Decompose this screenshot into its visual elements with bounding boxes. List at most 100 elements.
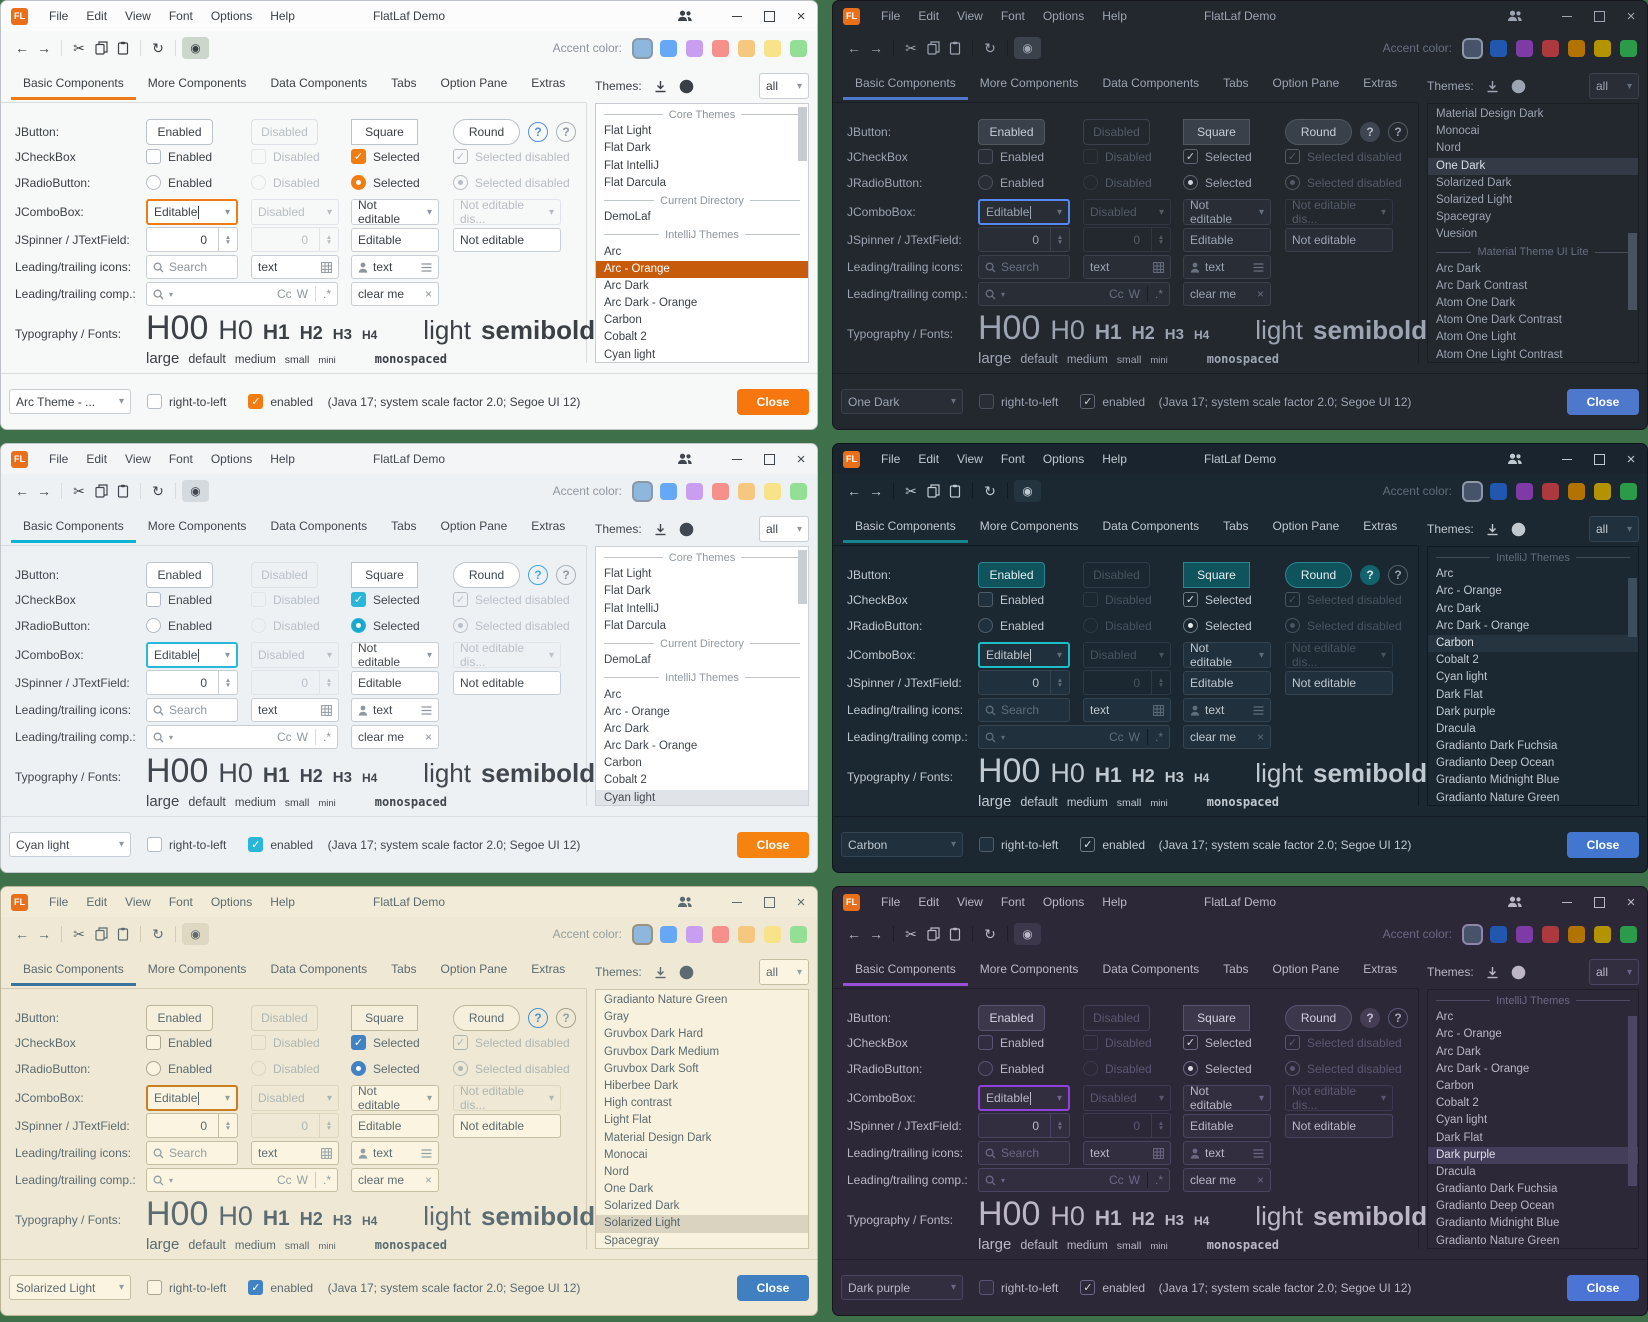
help-button-outline[interactable]: ?	[556, 122, 576, 142]
theme-list-item[interactable]: Arc Dark	[1436, 602, 1481, 615]
tab-tabs[interactable]: Tabs	[1223, 76, 1249, 90]
theme-select[interactable]: One Dark ▾	[841, 389, 963, 414]
textfield-editable[interactable]: Editable	[1183, 227, 1271, 252]
tab-data-components[interactable]: Data Components	[270, 519, 368, 533]
help-button[interactable]: ?	[528, 122, 548, 142]
theme-list-item[interactable]: Flat Dark	[604, 585, 651, 598]
menu-item-help[interactable]: Help	[1102, 895, 1127, 909]
close-button[interactable]: Close	[1567, 1274, 1639, 1301]
github-icon[interactable]	[679, 79, 694, 94]
users-icon[interactable]	[677, 453, 707, 465]
github-icon[interactable]	[679, 965, 694, 980]
tab-more-components[interactable]: More Components	[979, 519, 1079, 533]
accent-swatch[interactable]	[1542, 482, 1559, 500]
combobox-editable[interactable]: Editable ▾	[978, 1085, 1070, 1111]
text-field-table[interactable]: text	[251, 255, 339, 279]
whole-word-icon[interactable]: W	[296, 1173, 308, 1187]
text-field-table[interactable]: text	[251, 1141, 339, 1165]
match-case-icon[interactable]: Cc	[276, 287, 292, 301]
help-button[interactable]: ?	[1360, 1008, 1380, 1028]
close-button[interactable]: Close	[737, 388, 809, 415]
accent-swatch[interactable]	[738, 925, 755, 943]
enabled-button[interactable]: Enabled	[978, 119, 1045, 145]
combobox-not-editable[interactable]: Not editable ▾	[1183, 198, 1271, 226]
spinner-arrows[interactable]: ▲ ▼	[218, 228, 237, 251]
round-button[interactable]: Round	[1285, 562, 1352, 588]
accent-swatch[interactable]	[1490, 39, 1507, 57]
theme-list[interactable]: IntelliJ Themes Arc Arc - Orange Arc Dark Ar…	[1427, 546, 1639, 806]
combobox-not-editable[interactable]: Not editable ▾	[351, 198, 439, 226]
regex-icon[interactable]: .*	[1154, 287, 1163, 301]
list-icon[interactable]	[1253, 705, 1264, 715]
rtl-checkbox[interactable]: right-to-left	[979, 837, 1058, 852]
list-icon[interactable]	[1253, 262, 1264, 272]
accent-swatch[interactable]	[764, 482, 781, 500]
radio-enabled[interactable]: Enabled	[978, 175, 1044, 190]
accent-swatch[interactable]	[1594, 482, 1611, 500]
menu-item-view[interactable]: View	[957, 895, 983, 909]
match-case-icon[interactable]: Cc	[276, 730, 292, 744]
whole-word-icon[interactable]: W	[1128, 730, 1140, 744]
search-combo-field[interactable]: ▾ Cc W .*	[978, 725, 1170, 749]
paste-icon[interactable]	[944, 37, 966, 59]
maximize-button[interactable]	[753, 444, 785, 474]
checkbox-enabled[interactable]: Enabled	[146, 149, 212, 164]
copy-icon[interactable]	[922, 37, 944, 59]
download-theme-icon[interactable]	[1486, 523, 1499, 536]
download-theme-icon[interactable]	[654, 966, 667, 979]
combobox-editable[interactable]: Editable ▾	[146, 1085, 238, 1111]
theme-list-item[interactable]: Arc - Orange	[604, 705, 670, 718]
search-field[interactable]: Search	[146, 255, 238, 279]
accent-swatch[interactable]	[1464, 39, 1481, 57]
show-hidden-toggle[interactable]: ◉	[182, 923, 209, 945]
tab-basic-components[interactable]: Basic Components	[843, 67, 968, 100]
clear-icon[interactable]: ×	[424, 1173, 432, 1187]
tab-basic-components[interactable]: Basic Components	[11, 510, 136, 543]
copy-icon[interactable]	[90, 480, 112, 502]
checkbox-selected[interactable]: ✓ Selected	[1183, 592, 1252, 607]
theme-list-item[interactable]: Flat Light	[604, 568, 652, 581]
tab-extras[interactable]: Extras	[1363, 519, 1398, 533]
radio-selected[interactable]: Selected	[1183, 1061, 1252, 1076]
menu-item-view[interactable]: View	[957, 452, 983, 466]
theme-select[interactable]: Solarized Light ▾	[9, 1275, 131, 1300]
theme-list-item[interactable]: Atom One Dark	[1436, 297, 1516, 310]
close-window-button[interactable]: ×	[796, 893, 806, 911]
tab-option-pane[interactable]: Option Pane	[440, 962, 508, 976]
tab-extras[interactable]: Extras	[531, 962, 566, 976]
square-button[interactable]: Square	[351, 1005, 418, 1031]
text-field-user-list[interactable]: text	[351, 1141, 439, 1165]
menu-item-options[interactable]: Options	[210, 9, 253, 23]
github-icon[interactable]	[1511, 965, 1526, 980]
accent-swatch[interactable]	[1516, 925, 1533, 943]
help-button-outline[interactable]: ?	[1388, 1008, 1408, 1028]
radio-selected[interactable]: Selected	[351, 1061, 420, 1076]
back-icon[interactable]: ←	[847, 40, 861, 56]
menu-item-file[interactable]: File	[49, 9, 69, 23]
enabled-button[interactable]: Enabled	[978, 562, 1045, 588]
search-combo-field[interactable]: ▾ Cc W .*	[978, 282, 1170, 306]
enabled-button[interactable]: Enabled	[146, 562, 213, 588]
whole-word-icon[interactable]: W	[1128, 287, 1140, 301]
round-button[interactable]: Round	[453, 119, 520, 145]
theme-list-item[interactable]: Arc Dark - Orange	[604, 297, 698, 310]
text-field-table[interactable]: text	[1083, 698, 1171, 722]
theme-select[interactable]: Cyan light ▾	[9, 832, 131, 857]
square-button[interactable]: Square	[1183, 1005, 1250, 1031]
theme-list-item[interactable]: Dracula	[1436, 722, 1476, 735]
regex-icon[interactable]: .*	[1154, 730, 1163, 744]
refresh-icon[interactable]: ↻	[152, 39, 164, 56]
textfield-editable[interactable]: Editable	[1183, 670, 1271, 695]
theme-select[interactable]: Carbon ▾	[841, 832, 963, 857]
themes-filter-select[interactable]: all ▾	[759, 516, 809, 542]
accent-swatch[interactable]	[686, 482, 703, 500]
whole-word-icon[interactable]: W	[296, 730, 308, 744]
theme-select[interactable]: Dark purple ▾	[841, 1275, 963, 1300]
accent-swatch[interactable]	[634, 925, 651, 943]
theme-list-item[interactable]: Light Flat	[604, 1114, 652, 1127]
enabled-checkbox[interactable]: ✓ enabled	[248, 837, 313, 852]
text-field-user-list[interactable]: text	[1183, 698, 1271, 722]
show-hidden-toggle[interactable]: ◉	[182, 480, 209, 502]
clear-me-field[interactable]: clear me ×	[351, 282, 439, 306]
cut-icon[interactable]: ✂	[905, 39, 917, 56]
